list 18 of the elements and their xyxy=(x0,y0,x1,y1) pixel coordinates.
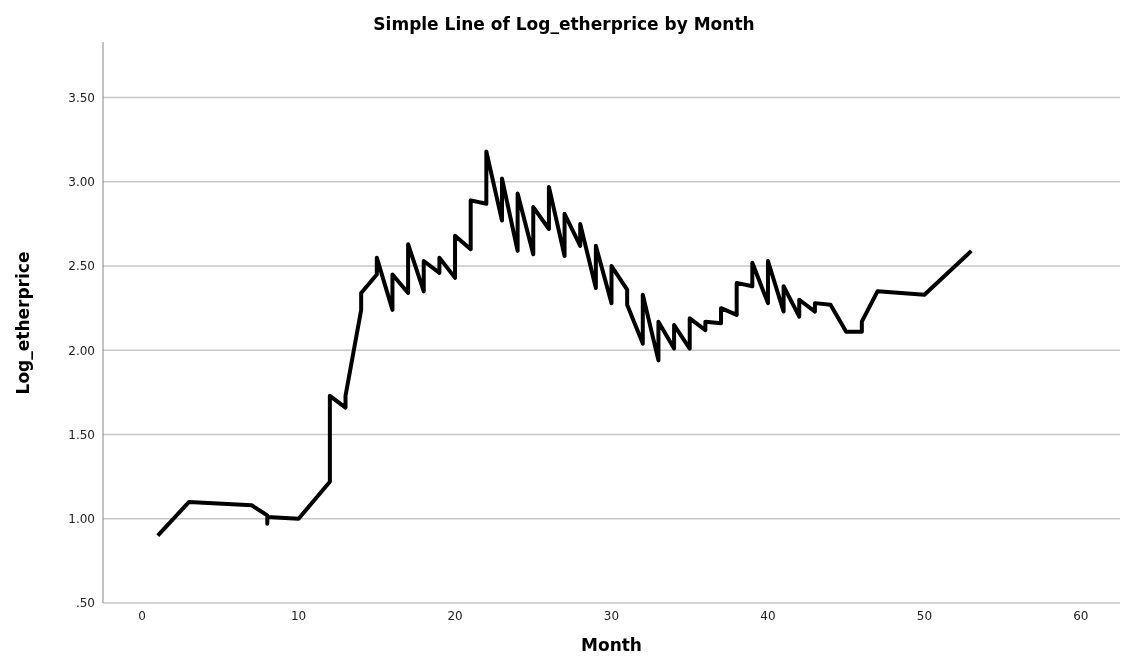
y-tick-label: 3.00 xyxy=(68,175,95,190)
x-tick-label: 0 xyxy=(138,608,146,623)
x-tick-label: 50 xyxy=(916,608,933,623)
y-tick-label: 3.50 xyxy=(68,90,95,105)
x-tick-label: 60 xyxy=(1073,608,1089,623)
x-tick-label: 10 xyxy=(290,608,307,623)
line-series xyxy=(155,149,974,538)
y-tick-label: .50 xyxy=(75,596,95,611)
x-tick-label: 30 xyxy=(603,608,620,623)
y-tick-label: 2.50 xyxy=(68,259,95,274)
y-tick-label: 1.50 xyxy=(68,427,95,442)
y-tick-label: 2.00 xyxy=(68,343,95,358)
x-axis-title: Month xyxy=(580,635,643,655)
x-tick-label: 20 xyxy=(447,608,463,623)
x-tick-label: 40 xyxy=(760,608,776,623)
y-axis-title: Log_etherprice xyxy=(13,251,33,394)
y-tick-label: 1.00 xyxy=(68,512,95,527)
chart-title: Simple Line of Log_etherprice by Month xyxy=(372,14,756,34)
